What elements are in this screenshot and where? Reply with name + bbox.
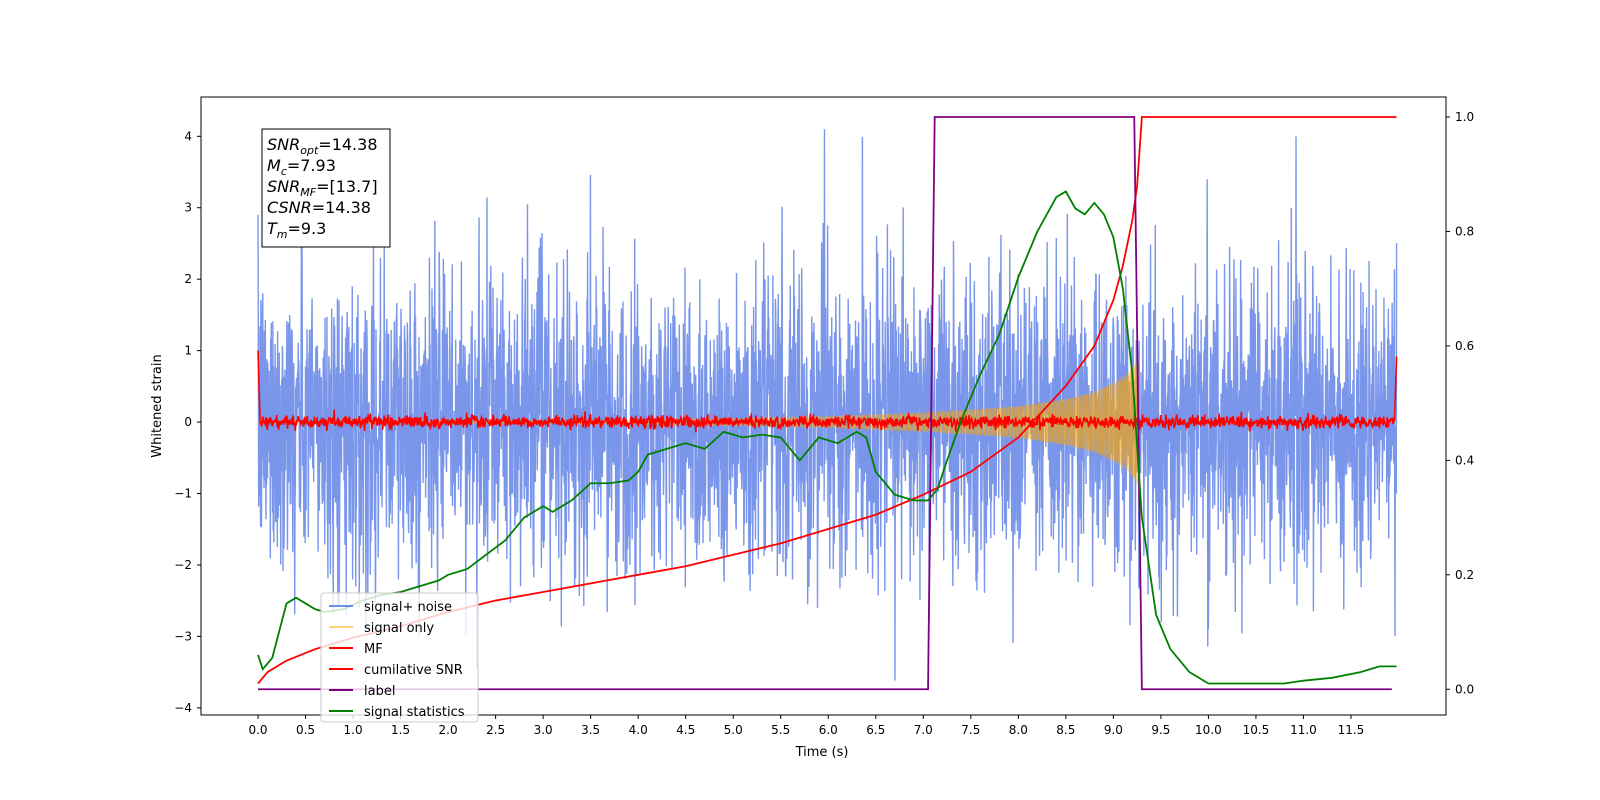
legend-label: cumilative SNR: [364, 663, 463, 678]
annotation-line: CSNR=14.38: [267, 198, 371, 217]
x-tick-label: 2.5: [486, 723, 505, 737]
annotation-subscript: opt: [300, 144, 319, 157]
x-tick-label: 4.0: [629, 723, 648, 737]
x-axis-title: Time (s): [795, 745, 849, 760]
y-tick-label: 3: [184, 201, 192, 215]
annotation-line: SNRMF=[13.7]: [267, 177, 378, 199]
y2-tick-label: 0.4: [1455, 453, 1474, 467]
x-tick-label: 10.5: [1243, 723, 1270, 737]
y2-tick-label: 0.8: [1455, 224, 1474, 238]
x-tick-label: 8.5: [1056, 723, 1075, 737]
series-layer: [257, 116, 1398, 691]
y-tick-label: 4: [184, 129, 192, 143]
x-tick-label: 1.0: [344, 723, 363, 737]
x-tick-label: 7.0: [914, 723, 933, 737]
legend: signal+ noise signal only MF cumilative SNR…: [320, 592, 479, 723]
series-mf: [257, 350, 1398, 433]
y-tick-label: −3: [174, 629, 192, 643]
legend-label: label: [364, 684, 395, 699]
annotation-line: Tm=9.3: [267, 219, 326, 241]
x-tick-label: 0.5: [296, 723, 315, 737]
annotation-symbol: SNR: [267, 177, 300, 196]
annotation-line: SNRopt=14.38: [267, 135, 378, 157]
y2-tick-label: 0.6: [1455, 339, 1474, 353]
x-axis: 0.0 0.5 1.0 1.5 2.0 2.5 3.0 3.5 4.0 4.5 5.0 5.5 6.0 6…: [248, 715, 1364, 737]
x-tick-label: 4.5: [676, 723, 695, 737]
x-tick-label: 0.0: [248, 723, 267, 737]
plot-frame: [200, 96, 1447, 716]
y-axis-left: 4 3 2 1 0 −1 −2 −3 −4: [174, 129, 201, 715]
legend-label: signal only: [364, 621, 434, 636]
annotation-line: Mc=7.93: [267, 156, 336, 178]
x-tick-label: 3.5: [581, 723, 600, 737]
annotation-value: =14.38: [318, 135, 377, 154]
x-tick-label: 2.0: [439, 723, 458, 737]
x-tick-label: 10.0: [1195, 723, 1222, 737]
x-tick-label: 9.0: [1104, 723, 1123, 737]
y-tick-label: −4: [174, 701, 192, 715]
y2-tick-label: 1.0: [1455, 110, 1474, 124]
y-axis-right: 1.0 0.8 0.6 0.4 0.2 0.0: [1446, 110, 1474, 696]
x-tick-label: 11.5: [1338, 723, 1365, 737]
x-tick-label: 5.0: [724, 723, 743, 737]
annotation-symbol: T: [267, 219, 278, 238]
x-tick-label: 9.5: [1151, 723, 1170, 737]
annotation-value: =7.93: [287, 156, 336, 175]
y-tick-label: −2: [174, 558, 192, 572]
y2-tick-label: 0.0: [1455, 682, 1474, 696]
x-tick-label: 11.0: [1290, 723, 1317, 737]
annotation-value: =9.3: [288, 219, 327, 238]
annotation-symbol: M: [267, 156, 281, 175]
legend-label: MF: [364, 642, 383, 657]
y-tick-label: 2: [184, 272, 192, 286]
annotation-symbol: SNR: [267, 135, 300, 154]
annotation-value: =[13.7]: [316, 177, 378, 196]
annotation-value: =14.38: [312, 198, 371, 217]
x-tick-label: 3.0: [534, 723, 553, 737]
legend-frame: [320, 592, 479, 723]
series-signal-statistics: [257, 190, 1397, 685]
annotation-subscript: MF: [300, 186, 316, 199]
y-tick-label: 0: [184, 415, 192, 429]
legend-label: signal+ noise: [364, 600, 452, 615]
annotation-frame: [261, 128, 391, 248]
y-axis-title: Whitened strain: [150, 354, 165, 457]
annotation-box: SNRopt=14.38Mc=7.93SNRMF=[13.7]CSNR=14.3…: [261, 128, 391, 248]
x-tick-label: 1.5: [391, 723, 410, 737]
x-tick-label: 6.0: [819, 723, 838, 737]
series-signal-noise: [257, 129, 1398, 681]
y-tick-label: 1: [184, 344, 192, 358]
x-tick-label: 6.5: [866, 723, 885, 737]
y-tick-label: −1: [174, 487, 192, 501]
y2-tick-label: 0.2: [1455, 568, 1474, 582]
series-label: [258, 116, 1392, 691]
annotation-symbol: CSNR: [267, 198, 312, 217]
annotation-subscript: m: [277, 228, 288, 241]
annotation-subscript: c: [281, 165, 287, 178]
x-tick-label: 8.0: [1009, 723, 1028, 737]
legend-label: signal statistics: [364, 705, 465, 720]
x-tick-label: 7.5: [961, 723, 980, 737]
x-tick-label: 5.5: [771, 723, 790, 737]
